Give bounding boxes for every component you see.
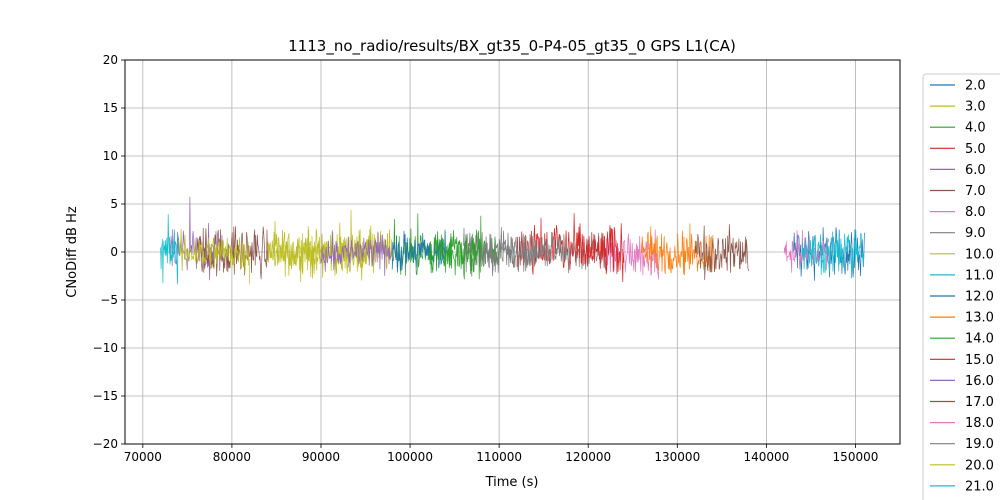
y-tick-label: 5 <box>110 197 118 211</box>
legend-label: 21.0 <box>965 479 994 494</box>
series-line-7.0 <box>195 226 268 280</box>
legend-label: 12.0 <box>965 290 994 305</box>
y-tick-label: −10 <box>93 341 118 355</box>
legend-label: 5.0 <box>965 142 986 157</box>
x-tick-label: 100000 <box>387 450 433 464</box>
legend-label: 19.0 <box>965 437 994 452</box>
y-tick-label: 15 <box>103 101 118 115</box>
series-line-13.0 <box>641 223 714 276</box>
legend-label: 15.0 <box>965 353 994 368</box>
y-tick-label: −5 <box>100 293 118 307</box>
legend-label: 18.0 <box>965 416 994 431</box>
legend-label: 4.0 <box>965 121 986 136</box>
series-line-19.0 <box>480 232 536 277</box>
x-tick-label: 110000 <box>476 450 522 464</box>
legend-label: 20.0 <box>965 458 994 473</box>
x-axis: 70000 80000 90000 100000 110000 120000 130000 1… <box>124 444 879 464</box>
legend-label: 13.0 <box>965 311 994 326</box>
legend-label: 8.0 <box>965 205 986 220</box>
series-line-21.0 <box>801 229 865 279</box>
x-tick-label: 90000 <box>302 450 340 464</box>
legend-label: 9.0 <box>965 226 986 241</box>
legend: 2.0 3.0 4.0 5.0 6.0 7.0 8.0 9.0 10.0 11.0 12.0 13.0… <box>922 73 1000 500</box>
legend-label: 7.0 <box>965 184 986 199</box>
x-tick-label: 80000 <box>213 450 251 464</box>
legend-label: 3.0 <box>965 100 986 115</box>
series-line-17.0 <box>694 224 749 281</box>
plot-traces <box>160 196 865 285</box>
legend-box <box>922 73 1000 500</box>
series-line-5.0 <box>516 217 571 275</box>
chart-title: 1113_no_radio/results/BX_gt35_0-P4-05_gt… <box>288 37 736 56</box>
series-line-16.0 <box>320 230 393 276</box>
y-tick-label: −15 <box>93 389 118 403</box>
series-line-8.0 <box>605 229 660 280</box>
y-axis-label: CNoDiff dB Hz <box>65 206 80 298</box>
series-line-15.0 <box>570 213 625 283</box>
y-tick-label: 20 <box>103 53 118 67</box>
x-tick-label: 150000 <box>833 450 879 464</box>
y-tick-label: 0 <box>110 245 118 259</box>
x-tick-label: 120000 <box>565 450 611 464</box>
x-tick-label: 140000 <box>743 450 789 464</box>
y-tick-label: 10 <box>103 149 118 163</box>
legend-label: 11.0 <box>965 268 994 283</box>
series-line-12.0 <box>391 230 447 273</box>
series-line-2.0 <box>792 227 865 281</box>
legend-label: 10.0 <box>965 247 994 262</box>
legend-label: 2.0 <box>965 79 986 94</box>
series-line-10.0 <box>267 229 375 278</box>
y-tick-label: −20 <box>93 437 118 451</box>
x-tick-label: 130000 <box>654 450 700 464</box>
x-axis-label: Time (s) <box>485 475 539 490</box>
series-line-11.0 <box>160 214 179 285</box>
x-tick-label: 70000 <box>124 450 162 464</box>
legend-label: 14.0 <box>965 332 994 347</box>
legend-label: 17.0 <box>965 395 994 410</box>
legend-label: 16.0 <box>965 374 994 389</box>
legend-label: 6.0 <box>965 163 986 178</box>
series-line-20.0 <box>178 228 251 284</box>
y-axis: −20 −15 −10 −5 0 5 10 15 20 <box>93 53 125 451</box>
